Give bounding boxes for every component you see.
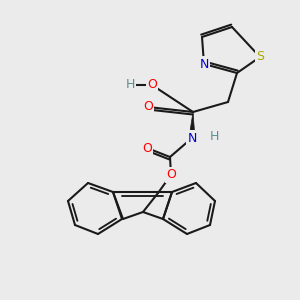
Text: H: H (125, 79, 135, 92)
Text: N: N (199, 58, 209, 70)
Text: S: S (256, 50, 264, 64)
Text: O: O (147, 79, 157, 92)
Text: O: O (142, 142, 152, 154)
Text: O: O (143, 100, 153, 113)
Text: H: H (209, 130, 219, 143)
Text: N: N (187, 131, 197, 145)
Polygon shape (189, 112, 195, 138)
Text: O: O (166, 169, 176, 182)
